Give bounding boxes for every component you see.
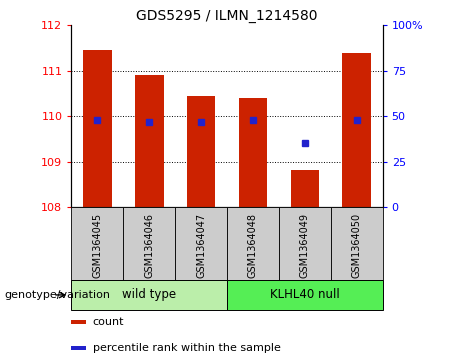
- Bar: [343, 53, 371, 207]
- Text: GSM1364047: GSM1364047: [196, 213, 206, 278]
- Bar: [187, 96, 215, 207]
- Bar: [331, 207, 383, 280]
- Bar: [239, 98, 267, 207]
- Bar: [71, 280, 227, 310]
- Bar: [279, 207, 331, 280]
- Bar: [227, 207, 279, 280]
- Bar: [290, 170, 319, 207]
- Bar: [71, 207, 124, 280]
- Text: GSM1364045: GSM1364045: [92, 213, 102, 278]
- Title: GDS5295 / ILMN_1214580: GDS5295 / ILMN_1214580: [136, 9, 318, 23]
- Text: GSM1364050: GSM1364050: [352, 213, 362, 278]
- Text: GSM1364046: GSM1364046: [144, 213, 154, 278]
- Bar: [135, 75, 164, 207]
- Bar: [124, 207, 175, 280]
- Bar: [71, 320, 86, 324]
- Text: genotype/variation: genotype/variation: [5, 290, 111, 300]
- Bar: [227, 280, 383, 310]
- Text: GSM1364048: GSM1364048: [248, 213, 258, 278]
- Text: wild type: wild type: [122, 289, 176, 301]
- Text: KLHL40 null: KLHL40 null: [270, 289, 340, 301]
- Text: GSM1364049: GSM1364049: [300, 213, 310, 278]
- Bar: [71, 346, 86, 350]
- Bar: [83, 50, 112, 207]
- Text: percentile rank within the sample: percentile rank within the sample: [93, 343, 280, 353]
- Bar: [175, 207, 227, 280]
- Text: count: count: [93, 317, 124, 327]
